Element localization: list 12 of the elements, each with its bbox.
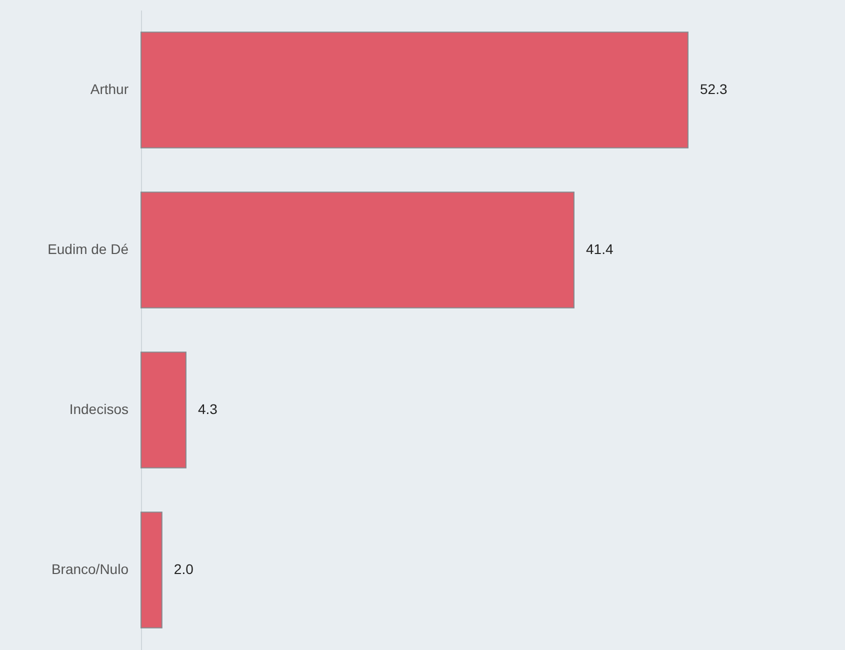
data-label: 2.0 <box>174 561 194 577</box>
bar <box>140 512 162 628</box>
bar <box>140 192 574 308</box>
data-label: 41.4 <box>586 241 614 257</box>
bar <box>140 32 688 148</box>
y-tick-label: Indecisos <box>69 401 128 417</box>
y-tick-label: Eudim de Dé <box>48 241 129 257</box>
y-tick-label: Arthur <box>90 81 129 97</box>
data-label: 4.3 <box>198 401 218 417</box>
bar <box>140 352 186 468</box>
y-tick-label: Branco/Nulo <box>51 561 129 577</box>
data-label: 52.3 <box>700 81 728 97</box>
